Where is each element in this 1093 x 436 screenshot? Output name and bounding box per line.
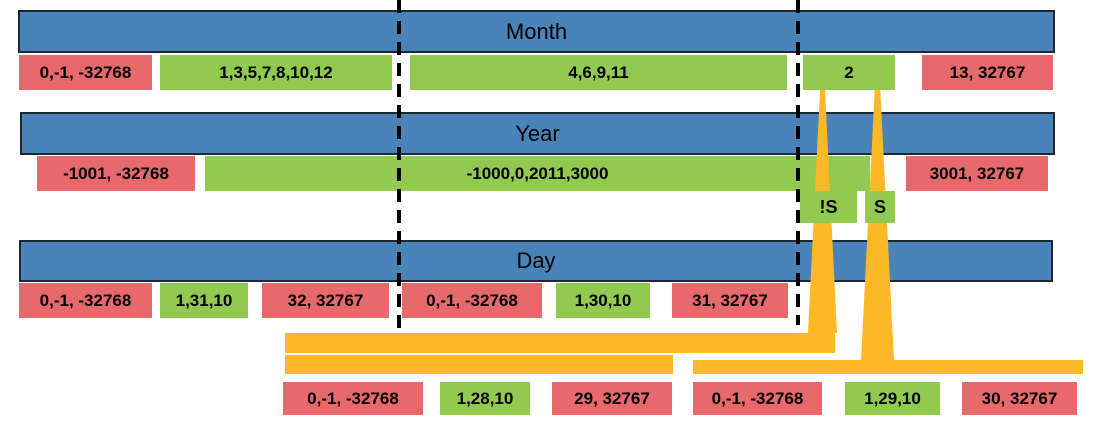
month-valid-class-box: 4,6,9,11	[410, 55, 787, 90]
year-invalid-class-box: 3001, 32767	[906, 156, 1048, 191]
funnel-bar-top	[285, 333, 835, 353]
day-valid-class-box: 1,31,10	[160, 283, 248, 318]
year-field-title: Year	[515, 120, 560, 146]
day-field-title: Day	[516, 248, 556, 273]
day-february-leap-invalid-class-box: 0,-1, -32768	[693, 382, 822, 415]
day-february-nonleap-invalid-class-box: 0,-1, -32768	[283, 382, 423, 415]
year-field-bar: Year	[20, 112, 1055, 155]
year-leap-flag-box: !S	[800, 191, 857, 223]
month-valid-class-box: 2	[803, 55, 895, 90]
month-valid-class-box: 1,3,5,7,8,10,12	[160, 55, 392, 90]
day-invalid-class-box: 31, 32767	[672, 283, 788, 318]
day-february-leap-valid-class-box: 1,29,10	[845, 382, 940, 415]
partition-divider-left	[397, 0, 401, 328]
month-invalid-class-box: 0,-1, -32768	[19, 55, 152, 90]
day-invalid-class-box: 0,-1, -32768	[19, 283, 152, 318]
month-invalid-class-box: 13, 32767	[922, 55, 1053, 90]
day-field-bar: Day	[19, 240, 1053, 282]
day-invalid-class-box: 32, 32767	[262, 283, 389, 318]
funnel-bar-left	[285, 355, 673, 374]
year-leap-flag-box: S	[865, 191, 895, 223]
day-invalid-class-box: 0,-1, -32768	[402, 283, 542, 318]
year-valid-class-box: -1000,0,2011,3000	[205, 156, 870, 191]
month-field-bar: Month	[18, 10, 1055, 53]
day-february-leap-invalid-class-box: 30, 32767	[962, 382, 1077, 415]
day-valid-class-box: 1,30,10	[556, 283, 650, 318]
partition-divider-right	[796, 0, 800, 325]
day-february-nonleap-valid-class-box: 1,28,10	[440, 382, 530, 415]
year-invalid-class-box: -1001, -32768	[37, 156, 195, 191]
month-field-title: Month	[505, 18, 568, 44]
funnel-bar-right	[693, 360, 1083, 374]
day-february-nonleap-invalid-class-box: 29, 32767	[552, 382, 672, 415]
